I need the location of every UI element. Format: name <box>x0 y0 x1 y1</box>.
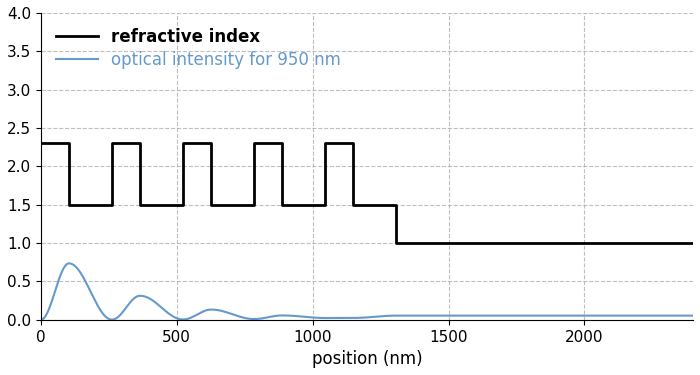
optical intensity for 950 nm <box>451 314 459 318</box>
refractive index <box>136 141 144 146</box>
optical intensity for 950 nm <box>520 314 528 318</box>
refractive index <box>108 202 116 207</box>
refractive index <box>689 241 697 245</box>
refractive index <box>321 202 330 207</box>
optical intensity for 950 nm <box>555 314 564 318</box>
refractive index <box>207 202 216 207</box>
refractive index <box>278 141 286 146</box>
refractive index <box>392 202 400 207</box>
optical intensity for 950 nm <box>65 261 74 266</box>
X-axis label: position (nm): position (nm) <box>312 350 422 368</box>
optical intensity for 950 nm <box>273 314 281 318</box>
refractive index <box>108 141 116 146</box>
refractive index <box>250 202 258 207</box>
Line: optical intensity for 950 nm: optical intensity for 950 nm <box>41 263 693 320</box>
optical intensity for 950 nm <box>69 263 78 267</box>
optical intensity for 950 nm <box>423 314 431 318</box>
refractive index <box>349 202 358 207</box>
refractive index <box>207 141 216 146</box>
Line: refractive index: refractive index <box>41 143 693 243</box>
refractive index <box>278 202 286 207</box>
optical intensity for 950 nm <box>36 318 45 322</box>
refractive index <box>136 202 144 207</box>
optical intensity for 950 nm <box>689 314 697 318</box>
refractive index <box>179 141 188 146</box>
refractive index <box>36 141 45 146</box>
refractive index <box>65 202 74 207</box>
refractive index <box>321 141 330 146</box>
refractive index <box>179 202 188 207</box>
refractive index <box>250 141 258 146</box>
refractive index <box>65 141 74 146</box>
Legend: refractive index, optical intensity for 950 nm: refractive index, optical intensity for … <box>49 21 347 76</box>
refractive index <box>392 241 400 245</box>
refractive index <box>349 141 358 146</box>
